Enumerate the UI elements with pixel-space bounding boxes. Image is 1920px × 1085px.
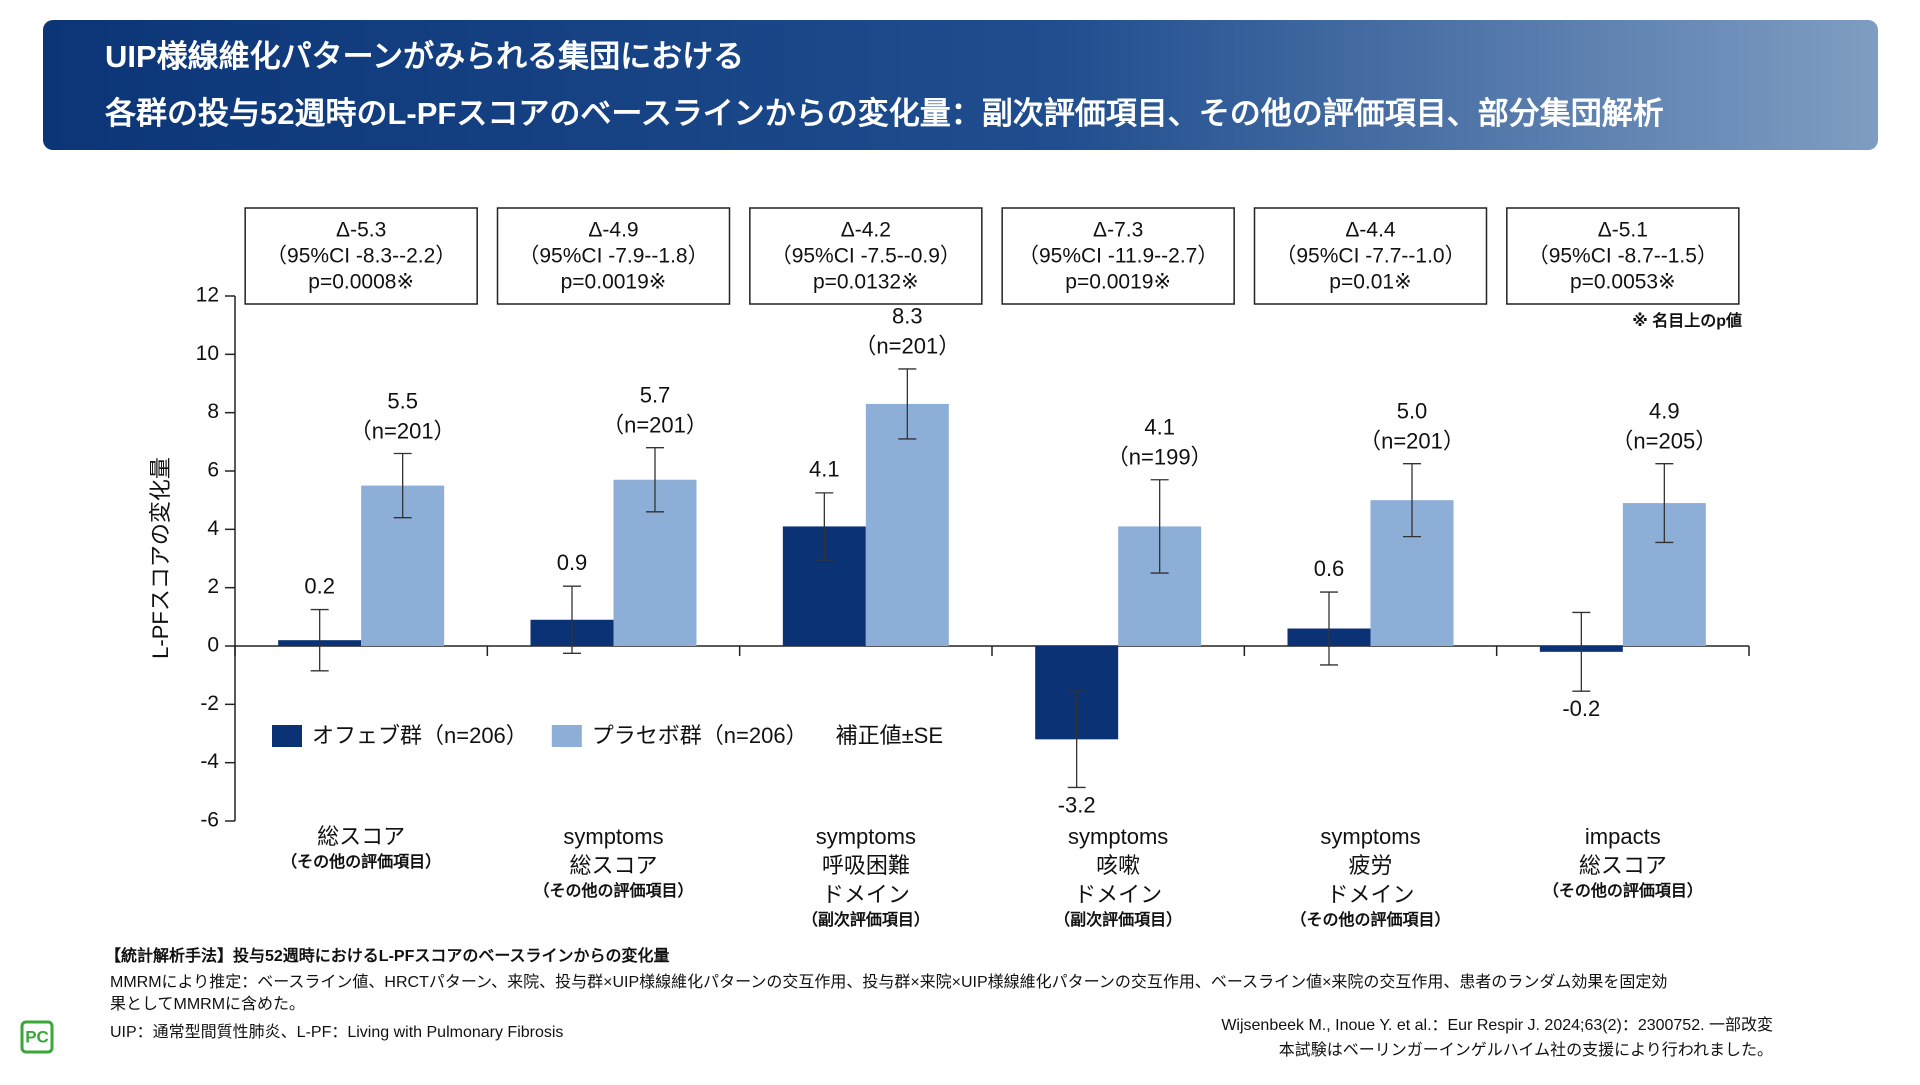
n-label: （n=205）	[1611, 429, 1717, 454]
ci-label: （95%CI -8.7--1.5）	[1528, 245, 1718, 268]
x-tick-label: 総スコア	[569, 853, 657, 878]
delta-label: Δ-4.2	[841, 219, 891, 242]
x-tick-label: ドメイン	[822, 882, 910, 907]
delta-label: Δ-5.3	[336, 219, 386, 242]
x-tick-label: ドメイン	[1326, 882, 1414, 907]
value-label: 5.5	[387, 388, 418, 413]
x-tick-label: symptoms	[1320, 824, 1420, 849]
bar	[865, 403, 949, 646]
p-note: ※ 名目上のp値	[1632, 311, 1742, 330]
value-label: 0.6	[1314, 556, 1345, 581]
x-tick-label: 総スコア	[1579, 853, 1667, 878]
method-text: 果としてMMRMに含めた。	[110, 995, 305, 1013]
y-tick-label: 0	[207, 634, 219, 657]
ci-label: （95%CI -11.9--2.7）	[1018, 245, 1218, 268]
ci-label: （95%CI -7.7--1.0）	[1275, 245, 1465, 268]
method-text: MMRMにより推定：ベースライン値、HRCTパターン、来院、投与群×UIP様線維…	[110, 973, 1667, 991]
legend-swatch	[551, 725, 582, 747]
category-note: （その他の評価項目）	[533, 881, 693, 900]
value-label: 0.2	[304, 573, 335, 598]
ci-label: （95%CI -8.3--2.2）	[266, 245, 456, 268]
y-tick-label: 12	[196, 284, 219, 307]
legend-label: オフェブ群（n=206）	[312, 723, 528, 748]
x-tick-label: symptoms	[1068, 824, 1168, 849]
legend-note: 補正値±SE	[836, 723, 943, 748]
method-title: 【統計解析手法】投与52週時におけるL-PFスコアのベースラインからの変化量	[105, 946, 670, 965]
value-label: -3.2	[1058, 792, 1096, 817]
category-note: （その他の評価項目）	[1290, 910, 1450, 929]
y-tick-label: -4	[200, 750, 219, 773]
value-label: -0.2	[1562, 696, 1600, 721]
title: UIP様線維化パターンがみられる集団における	[105, 39, 744, 74]
p-label: p=0.0132※	[813, 271, 919, 294]
delta-label: Δ-5.1	[1598, 219, 1648, 242]
y-tick-label: 2	[207, 575, 219, 598]
delta-label: Δ-4.4	[1345, 219, 1396, 242]
x-tick-label: 疲労	[1348, 853, 1392, 878]
difference-box	[749, 207, 983, 305]
value-label: 8.3	[892, 304, 923, 329]
ci-label: （95%CI -7.9--1.8）	[518, 245, 708, 268]
category-note: （その他の評価項目）	[1543, 881, 1703, 900]
n-label: （n=201）	[1359, 429, 1465, 454]
logo-text: PC	[25, 1027, 49, 1046]
legend-swatch	[272, 725, 302, 747]
y-tick-label: 10	[196, 342, 219, 365]
ci-label: （95%CI -7.5--0.9）	[771, 245, 961, 268]
value-label: 0.9	[557, 550, 588, 575]
p-label: p=0.0019※	[1065, 271, 1171, 294]
y-axis-label: L-PFスコアの変化量	[148, 457, 173, 659]
y-tick-label: 6	[207, 459, 219, 482]
x-tick-label: 咳嗽	[1096, 853, 1140, 878]
difference-box	[1253, 207, 1488, 305]
p-label: p=0.01※	[1329, 271, 1411, 294]
y-tick-label: -6	[200, 809, 219, 832]
delta-label: Δ-4.9	[588, 219, 638, 242]
logo	[20, 1020, 54, 1054]
value-label: 5.0	[1397, 399, 1428, 424]
y-tick-label: 8	[207, 400, 219, 423]
header-bg	[43, 20, 1878, 150]
p-label: p=0.0019※	[561, 271, 667, 294]
x-tick-label: symptoms	[816, 824, 916, 849]
n-label: （n=201）	[350, 418, 456, 443]
x-tick-label: symptoms	[563, 824, 663, 849]
n-label: （n=199）	[1107, 445, 1213, 470]
value-label: 5.7	[640, 382, 671, 407]
value-label: 4.1	[1144, 415, 1175, 440]
difference-box	[244, 207, 478, 305]
n-label: （n=201）	[854, 334, 960, 359]
difference-box	[496, 207, 731, 305]
title: 各群の投与52週時のL-PFスコアのベースラインからの変化量：副次評価項目、その…	[104, 96, 1664, 131]
abbreviations: UIP：通常型間質性肺炎、L-PF：Living with Pulmonary …	[110, 1023, 563, 1041]
legend-label: プラセボ群（n=206）	[592, 723, 808, 748]
category-note: （その他の評価項目）	[281, 852, 441, 871]
value-label: 4.1	[809, 457, 840, 482]
value-label: 4.9	[1649, 399, 1680, 424]
p-label: p=0.0008※	[308, 271, 414, 294]
x-tick-label: impacts	[1585, 824, 1661, 849]
citation: Wijsenbeek M., Inoue Y. et al.：Eur Respi…	[1221, 1016, 1773, 1034]
x-tick-label: 総スコア	[317, 824, 405, 849]
y-tick-label: -2	[200, 692, 219, 715]
difference-box	[1506, 207, 1740, 305]
n-label: （n=201）	[602, 412, 708, 437]
p-label: p=0.0053※	[1570, 271, 1676, 294]
x-tick-label: 呼吸困難	[822, 853, 910, 878]
difference-box	[1001, 207, 1235, 305]
support-note: 本試験はベーリンガーインゲルハイム社の支援により行われました。	[1279, 1041, 1773, 1059]
category-note: （副次評価項目）	[1054, 910, 1182, 929]
delta-label: Δ-7.3	[1093, 219, 1143, 242]
category-note: （副次評価項目）	[802, 910, 930, 929]
x-tick-label: ドメイン	[1074, 882, 1162, 907]
y-tick-label: 4	[207, 517, 219, 540]
